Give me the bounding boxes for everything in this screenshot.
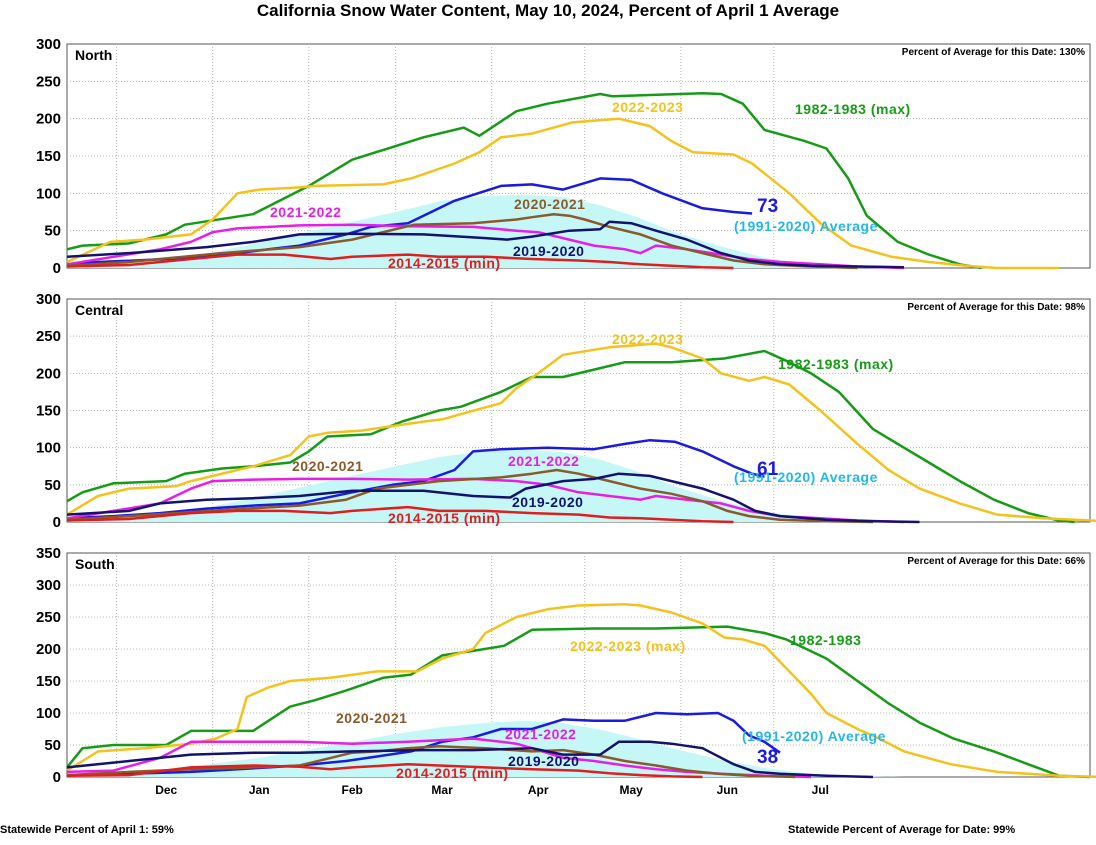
x-tick-label: Mar [431, 783, 453, 797]
y-tick-label: 350 [36, 545, 61, 562]
panel-south: 0 50 100 150 200 250 300 350 Dec Jan Feb Mar Apr May J… [36, 545, 1096, 797]
series-label-average: (1991-2020) Average [734, 469, 878, 485]
y-tick-label: 250 [36, 609, 61, 626]
statewide-april1-text: Statewide Percent of April 1: 59% [0, 824, 174, 836]
x-tick-label: Jan [249, 783, 270, 797]
series-line-y2019 [66, 472, 920, 524]
panel-title: South [75, 556, 115, 572]
series-line-y2023_24 [66, 438, 765, 520]
x-tick-label: Apr [528, 783, 549, 797]
series-label-y2022: 2022-2023 [612, 331, 683, 347]
x-tick-label: Jun [717, 783, 738, 797]
y-tick-label: 0 [53, 260, 61, 277]
y-tick-label: 150 [36, 403, 61, 420]
series-line-y2014 [66, 253, 734, 270]
series-line-y2020 [66, 745, 796, 779]
series-label-average: (1991-2020) Average [742, 728, 886, 744]
series-label-y2019: 2019-2020 [508, 753, 579, 769]
y-tick-label: 0 [53, 514, 61, 531]
series-label-y2020: 2020-2021 [514, 196, 585, 212]
y-tick-label: 300 [36, 36, 61, 53]
y-tick-label: 100 [36, 185, 61, 202]
series-label-average: (1991-2020) Average [734, 218, 878, 234]
series-label-y2021: 2021-2022 [270, 204, 341, 220]
series-line-y2022 [66, 602, 1096, 778]
y-tick-label: 150 [36, 673, 61, 690]
series-label-y2021: 2021-2022 [505, 726, 576, 742]
series-label-y2014: 2014-2015 (min) [388, 510, 501, 526]
series-label-y2022: 2022-2023 (max) [570, 638, 686, 654]
series-line-y1982 [66, 349, 1075, 524]
series-line-y1982 [66, 92, 982, 270]
series-label-y2014: 2014-2015 (min) [396, 765, 509, 781]
series-label-y2019: 2019-2020 [512, 494, 583, 510]
series-line-y2022 [66, 342, 1096, 522]
y-tick-label: 300 [36, 577, 61, 594]
series-label-y2019: 2019-2020 [513, 243, 584, 259]
y-tick-label: 100 [36, 440, 61, 457]
x-tick-label: Jul [812, 783, 829, 797]
series-label-y2020: 2020-2021 [292, 458, 363, 474]
series-line-y2022 [66, 117, 1059, 270]
series-label-y2021: 2021-2022 [508, 453, 579, 469]
series-line-y2021 [66, 737, 812, 779]
series-line-y2019 [66, 220, 905, 269]
y-tick-label: 0 [53, 769, 61, 786]
panel-title: North [75, 47, 112, 63]
series-line-y1982 [66, 625, 1091, 779]
series-line-y2020 [66, 212, 858, 270]
current-value-label: 73 [757, 196, 778, 217]
x-tick-label: Dec [155, 783, 177, 797]
series-line-y2021 [66, 223, 905, 270]
y-tick-label: 200 [36, 365, 61, 382]
series-label-y1982: 1982-1983 (max) [795, 101, 911, 117]
y-tick-label: 200 [36, 111, 61, 128]
series-label-y2022: 2022-2023 [612, 99, 683, 115]
y-tick-label: 100 [36, 705, 61, 722]
x-tick-label: May [620, 783, 644, 797]
series-label-y2014: 2014-2015 (min) [388, 255, 501, 271]
statewide-date-text: Statewide Percent of Average for Date: 9… [788, 824, 1016, 836]
series-line-y2023_24 [66, 177, 753, 266]
x-tick-label: Feb [342, 783, 363, 797]
current-value-label: 38 [757, 747, 778, 768]
y-tick-label: 200 [36, 641, 61, 658]
series-label-y1982: 1982-1983 (max) [778, 356, 894, 372]
y-tick-label: 50 [44, 223, 61, 240]
chart-title: California Snow Water Content, May 10, 2… [256, 1, 840, 20]
panel-annotation: Percent of Average for this Date: 98% [907, 302, 1085, 313]
series-line-y2019 [66, 740, 874, 779]
series-line-y2014 [66, 505, 734, 524]
series-label-y2020: 2020-2021 [336, 710, 407, 726]
y-tick-label: 50 [44, 477, 61, 494]
y-tick-label: 150 [36, 148, 61, 165]
series-line-y2014 [66, 762, 703, 779]
panel-title: Central [75, 302, 123, 318]
y-tick-label: 250 [36, 73, 61, 90]
series-label-y1982: 1982-1983 [790, 632, 861, 648]
y-tick-label: 300 [36, 291, 61, 308]
panel-annotation: Percent of Average for this Date: 130% [902, 47, 1085, 58]
y-tick-label: 50 [44, 737, 61, 754]
y-tick-label: 250 [36, 328, 61, 345]
panel-north: 0 50 100 150 200 250 300 (1991-2020) Average 198… [36, 36, 1091, 277]
current-value-label: 61 [757, 459, 779, 480]
series-line-y2020 [66, 468, 874, 524]
panel-annotation: Percent of Average for this Date: 66% [907, 556, 1085, 567]
panel-central: 0 50 100 150 200 250 300 (1991-2020) Average 198… [36, 291, 1096, 531]
